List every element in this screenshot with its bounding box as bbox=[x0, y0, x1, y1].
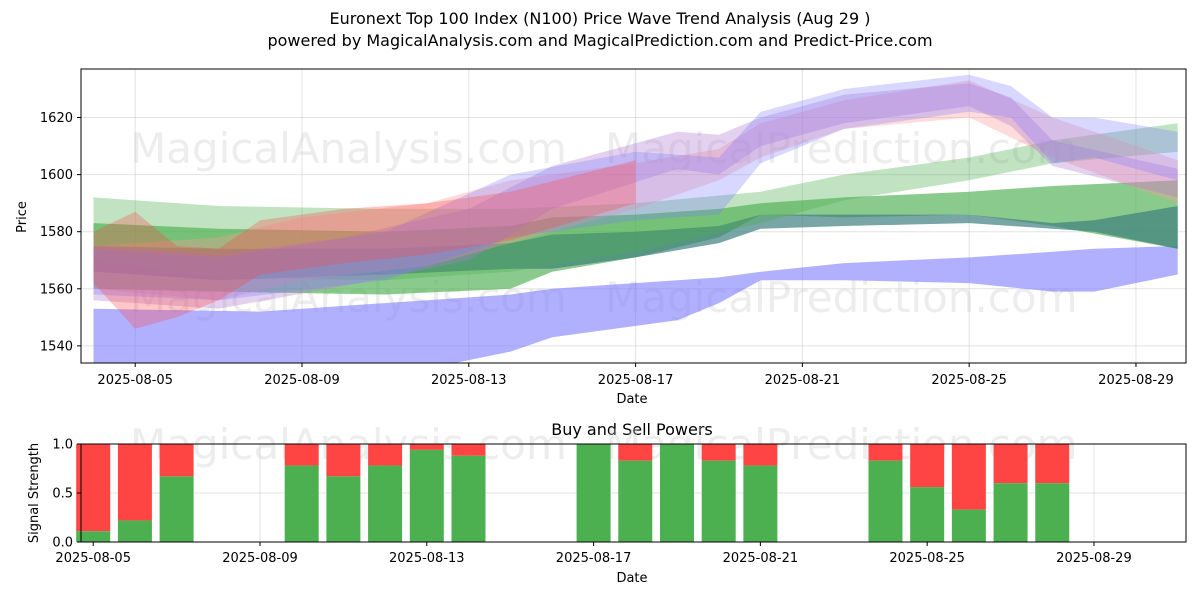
y-tick-label: 1560 bbox=[40, 282, 73, 297]
top-y-axis: 1540 1560 1580 1600 1620 bbox=[40, 111, 81, 354]
buy-power-bar bbox=[76, 531, 111, 542]
x-tick-label: 2025-08-25 bbox=[931, 373, 1007, 388]
x-tick-label: 2025-08-21 bbox=[723, 551, 799, 566]
bottom-x-axis: 2025-08-05 2025-08-09 2025-08-13 2025-08-17… bbox=[55, 542, 1132, 566]
x-tick-label: 2025-08-13 bbox=[389, 551, 465, 566]
watermark-text: MagicalAnalysis.com bbox=[130, 124, 567, 173]
bottom-y-axis-label: Signal Strength bbox=[27, 443, 42, 543]
x-tick-label: 2025-08-05 bbox=[55, 551, 131, 566]
y-tick-label: 1580 bbox=[40, 225, 73, 240]
price-bands bbox=[93, 74, 1178, 363]
sell-power-bar bbox=[1035, 444, 1070, 484]
top-x-axis: 2025-08-05 2025-08-09 2025-08-13 2025-08-17… bbox=[97, 363, 1174, 388]
price-band-pink bbox=[93, 80, 1178, 301]
sell-power-bar bbox=[284, 444, 319, 466]
sell-power-bar bbox=[618, 444, 653, 461]
sell-power-bar bbox=[117, 444, 152, 521]
buy-power-bar bbox=[868, 460, 903, 542]
price-band-green bbox=[93, 123, 1178, 281]
sell-power-bar bbox=[868, 444, 903, 461]
sell-power-bar bbox=[701, 444, 736, 461]
buy-power-bar bbox=[117, 520, 152, 542]
buy-power-bar bbox=[451, 455, 486, 542]
buy-power-bar bbox=[618, 460, 653, 542]
x-tick-label: 2025-08-17 bbox=[556, 551, 632, 566]
bottom-x-axis-label: Date bbox=[616, 571, 647, 586]
x-tick-label: 2025-08-29 bbox=[1098, 373, 1174, 388]
y-tick-label: 1.0 bbox=[52, 438, 73, 453]
price-band-blue bbox=[93, 246, 1178, 363]
bottom-y-axis: 0.0 0.5 1.0 bbox=[52, 438, 81, 551]
x-tick-label: 2025-08-13 bbox=[431, 373, 507, 388]
x-tick-label: 2025-08-29 bbox=[1056, 551, 1132, 566]
buy-power-bar bbox=[576, 444, 611, 542]
sell-power-bar bbox=[910, 444, 945, 488]
sell-power-bar bbox=[451, 444, 486, 456]
x-tick-label: 2025-08-09 bbox=[264, 373, 340, 388]
buy-power-bar bbox=[743, 465, 778, 542]
price-band-purple bbox=[93, 83, 1178, 309]
x-tick-label: 2025-08-09 bbox=[222, 551, 298, 566]
sell-power-bar bbox=[159, 444, 194, 477]
price-band-red bbox=[93, 160, 636, 329]
x-tick-label: 2025-08-21 bbox=[765, 373, 841, 388]
y-tick-label: 0.0 bbox=[52, 536, 73, 551]
price-band-teal bbox=[93, 206, 1178, 281]
sell-power-bar bbox=[993, 444, 1028, 484]
sell-power-bar bbox=[368, 444, 403, 466]
y-tick-label: 0.5 bbox=[52, 487, 73, 502]
bottom-panel-title: Buy and Sell Powers bbox=[551, 420, 713, 439]
price-band-blue bbox=[93, 74, 1178, 301]
buy-power-bar bbox=[701, 460, 736, 542]
top-y-axis-label: Price bbox=[15, 201, 30, 233]
top-plot-frame bbox=[80, 68, 1187, 364]
sell-power-bar bbox=[951, 444, 986, 510]
y-tick-label: 1620 bbox=[40, 111, 73, 126]
buy-power-bar bbox=[993, 483, 1028, 542]
buy-power-bar bbox=[284, 465, 319, 542]
buy-power-bar bbox=[326, 476, 361, 542]
y-tick-label: 1600 bbox=[40, 168, 73, 183]
sell-power-bar bbox=[743, 444, 778, 466]
buy-power-bar bbox=[951, 509, 986, 542]
buy-power-bar bbox=[368, 465, 403, 542]
x-tick-label: 2025-08-05 bbox=[97, 373, 173, 388]
top-x-axis-label: Date bbox=[616, 392, 647, 407]
y-tick-label: 1540 bbox=[40, 339, 73, 354]
figure-title-block: Euronext Top 100 Index (N100) Price Wave… bbox=[0, 8, 1200, 52]
buy-power-bar bbox=[159, 476, 194, 542]
buy-power-bar bbox=[910, 487, 945, 542]
sell-power-bar bbox=[76, 444, 111, 532]
buy-power-bar bbox=[1035, 483, 1070, 542]
sell-power-bar bbox=[409, 444, 444, 450]
signal-bars bbox=[76, 444, 1070, 542]
sell-power-bar bbox=[326, 444, 361, 477]
figure-title: Euronext Top 100 Index (N100) Price Wave… bbox=[329, 9, 871, 28]
x-tick-label: 2025-08-25 bbox=[889, 551, 965, 566]
watermark-text: MagicalPrediction.com bbox=[605, 124, 1078, 173]
x-tick-label: 2025-08-17 bbox=[598, 373, 674, 388]
figure-subtitle: powered by MagicalAnalysis.com and Magic… bbox=[267, 31, 933, 50]
buy-power-bar bbox=[409, 449, 444, 542]
buy-power-bar bbox=[659, 444, 694, 542]
